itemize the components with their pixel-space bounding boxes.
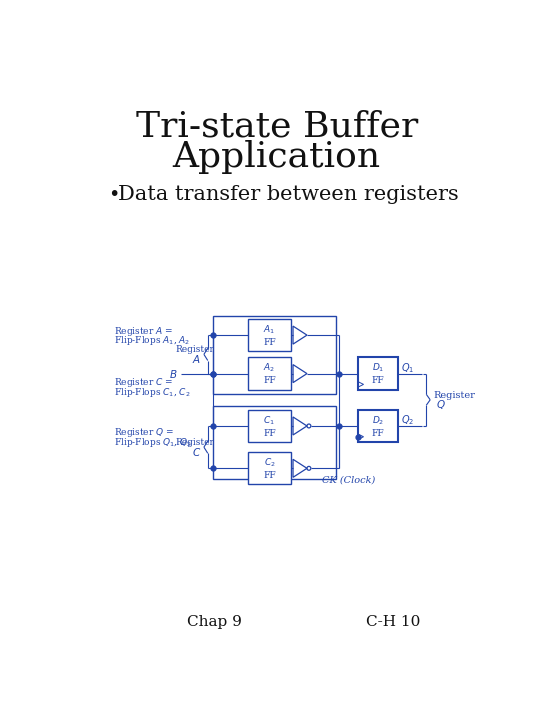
Bar — [248, 410, 291, 442]
Text: FF: FF — [372, 377, 384, 385]
Text: FF: FF — [263, 428, 276, 438]
Text: Tri-state Buffer: Tri-state Buffer — [136, 109, 418, 143]
Text: FF: FF — [263, 377, 276, 385]
Text: Flip-Flops $Q_1$, $Q_2$: Flip-Flops $Q_1$, $Q_2$ — [114, 436, 192, 449]
Text: •: • — [108, 185, 119, 204]
Text: Register: Register — [175, 345, 214, 354]
Bar — [358, 410, 399, 442]
Text: Flip-Flops $C_1$, $C_2$: Flip-Flops $C_1$, $C_2$ — [114, 386, 191, 399]
Text: CK (Clock): CK (Clock) — [322, 475, 376, 485]
Text: $C_1$: $C_1$ — [264, 414, 275, 427]
Text: Flip-Flops $A_1$, $A_2$: Flip-Flops $A_1$, $A_2$ — [114, 334, 190, 347]
Text: FF: FF — [372, 428, 384, 438]
Text: Register: Register — [433, 391, 475, 400]
Text: $A_2$: $A_2$ — [264, 362, 275, 374]
Bar — [358, 357, 399, 390]
Bar — [213, 406, 336, 479]
Text: $D_2$: $D_2$ — [372, 414, 384, 427]
Text: Register $Q$ =: Register $Q$ = — [114, 426, 174, 439]
Text: C-H 10: C-H 10 — [366, 615, 420, 629]
Bar — [213, 316, 336, 395]
Text: $A$: $A$ — [192, 353, 201, 365]
Text: Register: Register — [175, 438, 214, 447]
Text: Register $A$ =: Register $A$ = — [114, 325, 173, 338]
Text: FF: FF — [263, 471, 276, 480]
Text: Register $C$ =: Register $C$ = — [114, 377, 173, 390]
Text: Chap 9: Chap 9 — [187, 615, 242, 629]
Bar — [248, 319, 291, 351]
Text: $Q$: $Q$ — [436, 398, 446, 411]
Text: $Q_2$: $Q_2$ — [401, 414, 414, 428]
Text: Application: Application — [173, 140, 381, 174]
Text: $B$: $B$ — [169, 368, 178, 379]
Text: $D_1$: $D_1$ — [372, 362, 384, 374]
Text: $A_1$: $A_1$ — [264, 323, 275, 336]
Text: $C$: $C$ — [192, 446, 201, 458]
Text: $Q_1$: $Q_1$ — [401, 361, 414, 375]
Text: Data transfer between registers: Data transfer between registers — [118, 185, 458, 204]
Text: $C_2$: $C_2$ — [264, 456, 275, 469]
Text: FF: FF — [263, 338, 276, 347]
Bar — [248, 452, 291, 485]
Bar — [248, 357, 291, 390]
